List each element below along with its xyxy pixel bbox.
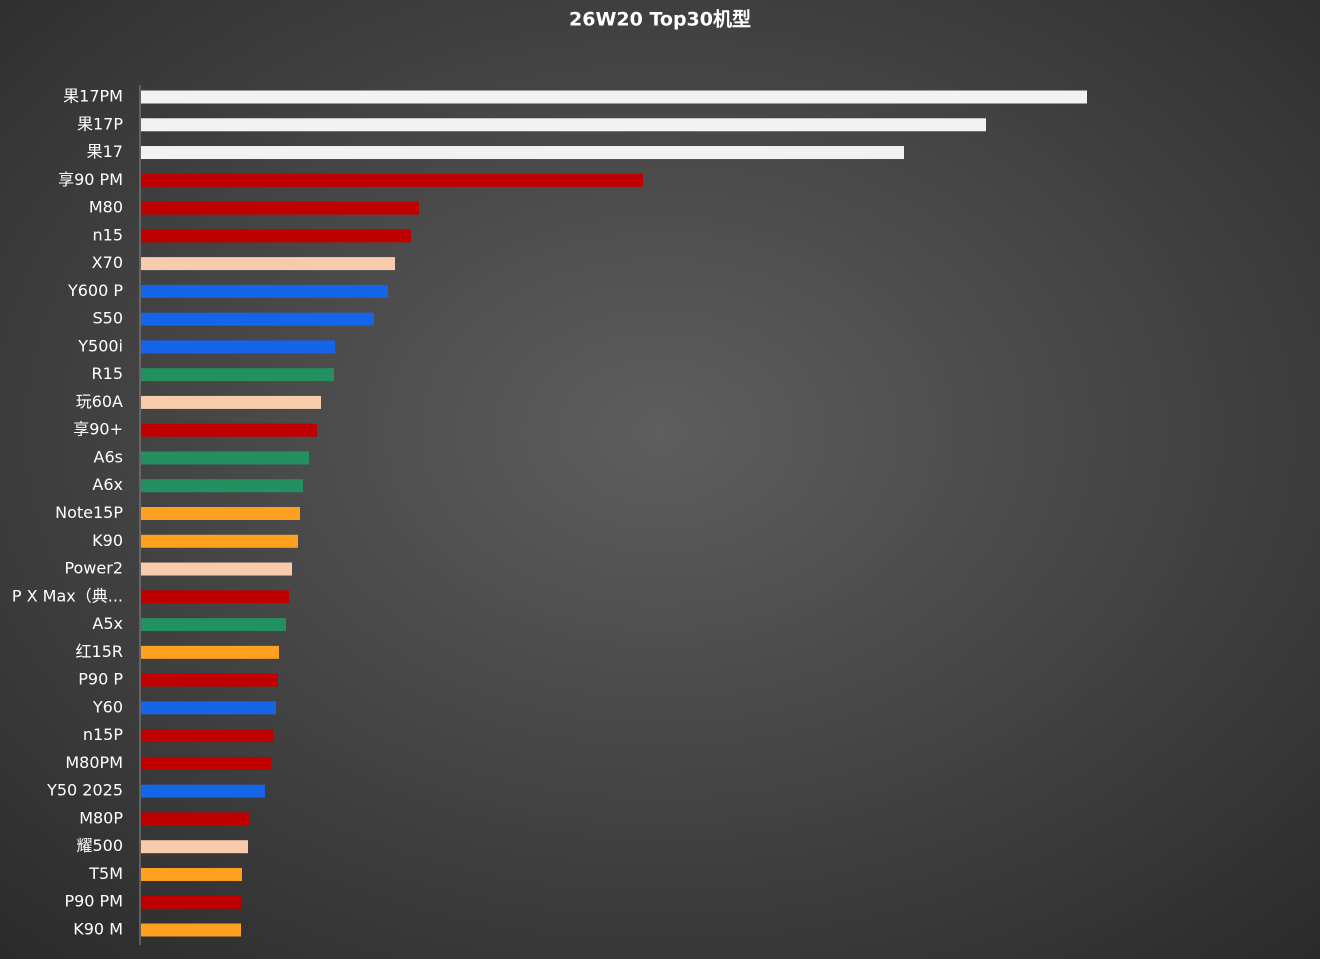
bar	[141, 895, 241, 909]
bar	[141, 312, 374, 326]
bar	[141, 229, 411, 243]
category-label: 享90 PM	[58, 170, 123, 189]
bar	[141, 701, 276, 715]
bar	[141, 173, 643, 187]
bar	[141, 257, 395, 271]
category-label: Y600 P	[67, 281, 123, 300]
bar	[141, 368, 334, 382]
category-label: P90 P	[78, 670, 123, 689]
bar	[141, 423, 317, 437]
bar	[141, 673, 278, 687]
category-label: M80	[89, 198, 123, 217]
bar	[141, 729, 273, 743]
category-label: A6x	[92, 475, 123, 494]
category-label: S50	[92, 309, 123, 328]
bar	[141, 590, 289, 604]
bar	[141, 118, 986, 132]
bar	[141, 284, 388, 298]
bar	[141, 812, 249, 826]
bar	[141, 784, 265, 798]
category-label: Y500i	[77, 336, 123, 355]
bar	[141, 201, 419, 215]
category-label: 果17	[87, 142, 123, 161]
bar	[141, 840, 248, 854]
category-label: R15	[92, 364, 123, 383]
category-label: 果17PM	[63, 87, 123, 106]
bar	[141, 479, 303, 493]
category-label: Note15P	[55, 503, 123, 522]
category-label: n15P	[83, 725, 124, 744]
bar	[141, 340, 335, 354]
category-label: n15	[93, 225, 124, 244]
category-label: M80PM	[65, 753, 123, 772]
category-label: 享90+	[73, 420, 123, 439]
chart-title: 26W20 Top30机型	[569, 8, 751, 31]
category-label: K90 M	[73, 920, 123, 939]
category-label: 红15R	[76, 642, 123, 661]
category-label: A5x	[92, 614, 123, 633]
bar	[141, 645, 279, 659]
category-label: K90	[92, 531, 123, 550]
bar	[141, 146, 904, 160]
category-label: P90 PM	[64, 892, 123, 911]
category-label: 果17P	[77, 114, 123, 133]
bar	[141, 507, 300, 520]
bar	[141, 867, 242, 881]
bar	[141, 562, 292, 576]
category-label: M80P	[79, 808, 123, 827]
category-label: A6s	[94, 447, 123, 466]
category-label: P X Max（典...	[12, 586, 123, 605]
category-label: Y50 2025	[46, 781, 123, 800]
bar	[141, 395, 321, 409]
category-label: Y60	[92, 697, 123, 716]
bar	[141, 534, 298, 548]
category-label: X70	[92, 253, 123, 272]
bar	[141, 923, 241, 937]
category-label: 耀500	[76, 836, 123, 855]
category-label: Power2	[64, 559, 123, 578]
category-label: 玩60A	[76, 392, 123, 411]
bar	[141, 90, 1087, 104]
bar	[141, 618, 286, 632]
bar	[141, 451, 309, 465]
category-label: T5M	[88, 864, 123, 883]
bar	[141, 756, 271, 770]
